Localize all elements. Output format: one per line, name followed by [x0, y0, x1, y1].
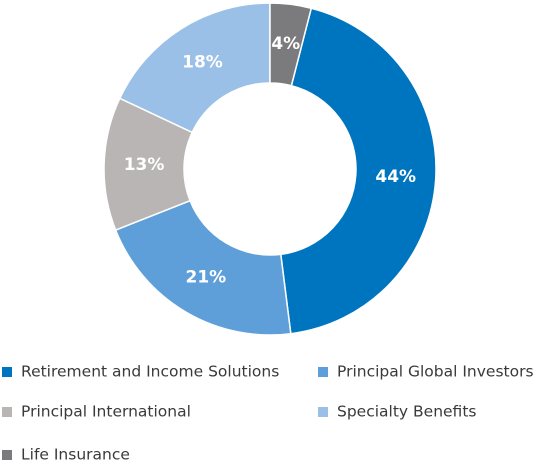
legend-swatch	[2, 367, 12, 377]
legend-label: Life Insurance	[21, 446, 130, 464]
legend-swatch	[318, 407, 328, 417]
slice	[269, 2, 313, 87]
slice-label: 44%	[375, 167, 416, 187]
slice-label: 4%	[271, 34, 300, 54]
legend-label: Retirement and Income Solutions	[21, 363, 279, 381]
legend-label: Principal International	[21, 403, 191, 421]
slice-label: 18%	[182, 53, 223, 73]
legend-swatch	[2, 407, 12, 417]
slice-label: 13%	[124, 155, 165, 175]
legend-swatch	[318, 367, 328, 377]
legend-label: Principal Global Investors	[337, 363, 534, 381]
slice-label: 21%	[186, 267, 227, 287]
legend-label: Specialty Benefits	[337, 403, 476, 421]
legend-swatch	[2, 450, 12, 460]
slice	[279, 7, 437, 335]
slice	[118, 2, 271, 134]
slice	[114, 199, 292, 336]
